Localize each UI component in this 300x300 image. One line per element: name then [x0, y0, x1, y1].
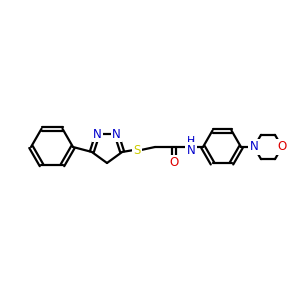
Text: N: N — [187, 143, 195, 157]
Text: O: O — [278, 140, 286, 154]
Text: N: N — [93, 128, 102, 141]
Text: H: H — [187, 139, 195, 149]
Text: N: N — [112, 128, 121, 141]
Text: S: S — [133, 143, 141, 157]
Text: O: O — [169, 157, 178, 169]
Text: N: N — [250, 140, 258, 154]
Text: H
N: H N — [187, 136, 195, 158]
